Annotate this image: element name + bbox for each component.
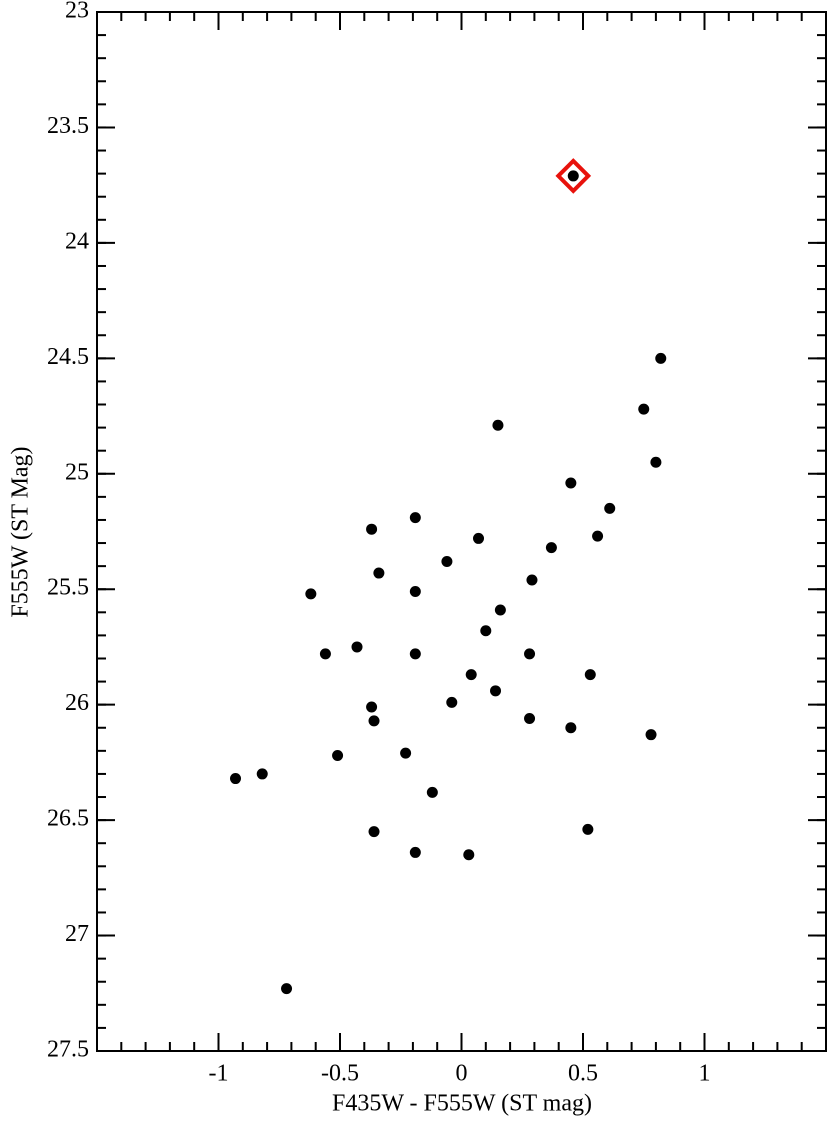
point — [426, 786, 438, 798]
point — [526, 574, 538, 586]
point — [604, 502, 616, 514]
y-tick-label: 27.5 — [47, 1037, 89, 1063]
point — [366, 701, 378, 713]
point — [319, 648, 331, 660]
point — [256, 768, 268, 780]
point — [592, 530, 604, 542]
y-tick-label: 25.5 — [47, 575, 89, 601]
point — [409, 512, 421, 524]
point — [409, 846, 421, 858]
point — [650, 456, 662, 468]
point — [373, 567, 385, 579]
y-tick-label: 26.5 — [47, 806, 89, 832]
point — [351, 641, 363, 653]
y-axis-label: F555W (ST Mag) — [8, 446, 34, 617]
point — [545, 542, 557, 554]
x-axis-label: F435W - F555W (ST mag) — [332, 1091, 592, 1117]
point — [473, 532, 485, 544]
point — [565, 477, 577, 489]
point — [409, 586, 421, 598]
point — [524, 713, 536, 725]
point — [480, 625, 492, 637]
point — [441, 556, 453, 568]
y-tick-label: 25 — [65, 459, 89, 485]
x-tick-label: 0.5 — [568, 1061, 598, 1087]
y-tick-label: 26 — [65, 690, 89, 716]
point — [366, 523, 378, 535]
y-tick-label: 23.5 — [47, 113, 89, 139]
point — [582, 823, 594, 835]
point — [463, 849, 475, 861]
point — [305, 588, 317, 600]
point — [281, 983, 293, 995]
point — [655, 352, 667, 364]
x-tick-label: 1 — [699, 1061, 711, 1087]
point — [368, 826, 380, 838]
point — [492, 419, 504, 431]
x-tick-label: 0 — [456, 1061, 468, 1087]
point — [400, 747, 412, 759]
point — [565, 722, 577, 734]
point — [584, 669, 596, 681]
point — [368, 715, 380, 727]
point — [494, 604, 506, 616]
axes — [96, 11, 827, 1052]
point — [332, 749, 344, 761]
point — [446, 696, 458, 708]
point — [230, 773, 242, 785]
y-tick-label: 24.5 — [47, 344, 89, 370]
y-tick-label: 27 — [65, 921, 89, 947]
highlight-diamond — [555, 158, 592, 194]
point — [645, 729, 657, 741]
x-tick-label: -0.5 — [321, 1061, 359, 1087]
point — [409, 648, 421, 660]
y-tick-label: 23 — [65, 0, 89, 24]
point — [638, 403, 650, 415]
point — [524, 648, 536, 660]
point — [465, 669, 477, 681]
x-tick-label: -1 — [209, 1061, 229, 1087]
point — [490, 685, 502, 697]
plot-frame — [96, 11, 827, 1052]
point — [567, 170, 579, 182]
y-tick-label: 24 — [65, 228, 89, 254]
